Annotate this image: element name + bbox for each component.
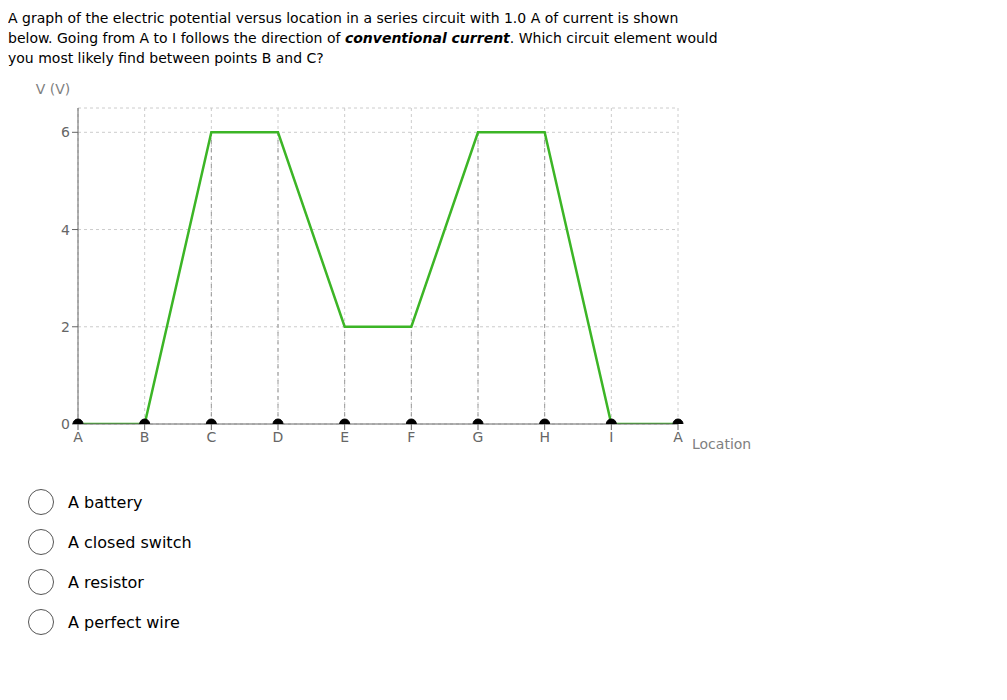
html-text:A perfect wire: A perfect wire [68,612,180,632]
svg-text:Location: Location [692,436,751,452]
html-text:A battery: A battery [68,492,143,512]
svg-text:G: G [473,429,484,445]
svg-text:0: 0 [61,416,70,432]
svg-text:E: E [340,429,349,445]
html-text:you most likely find between p: you most likely find between points B an… [8,50,324,66]
svg-text:H: H [539,429,550,445]
html-text:below. Going from A to I follo: below. Going from A to I follows the dir… [8,30,718,46]
svg-text:B: B [140,429,150,445]
svg-text:D: D [273,429,284,445]
html-text:A graph of the electric potent: A graph of the electric potential versus… [8,10,679,26]
svg-text:4: 4 [61,222,70,238]
svg-text:F: F [407,429,415,445]
svg-text:2: 2 [61,319,70,335]
svg-text:6: 6 [61,124,70,140]
svg-text:I: I [609,429,613,445]
html-text:A closed switch: A closed switch [68,532,192,552]
html-text:A resistor: A resistor [68,572,144,592]
svg-text:A: A [673,429,683,445]
svg-text:A: A [73,429,83,445]
svg-text:C: C [206,429,216,445]
svg-text:V (V): V (V) [36,81,71,97]
